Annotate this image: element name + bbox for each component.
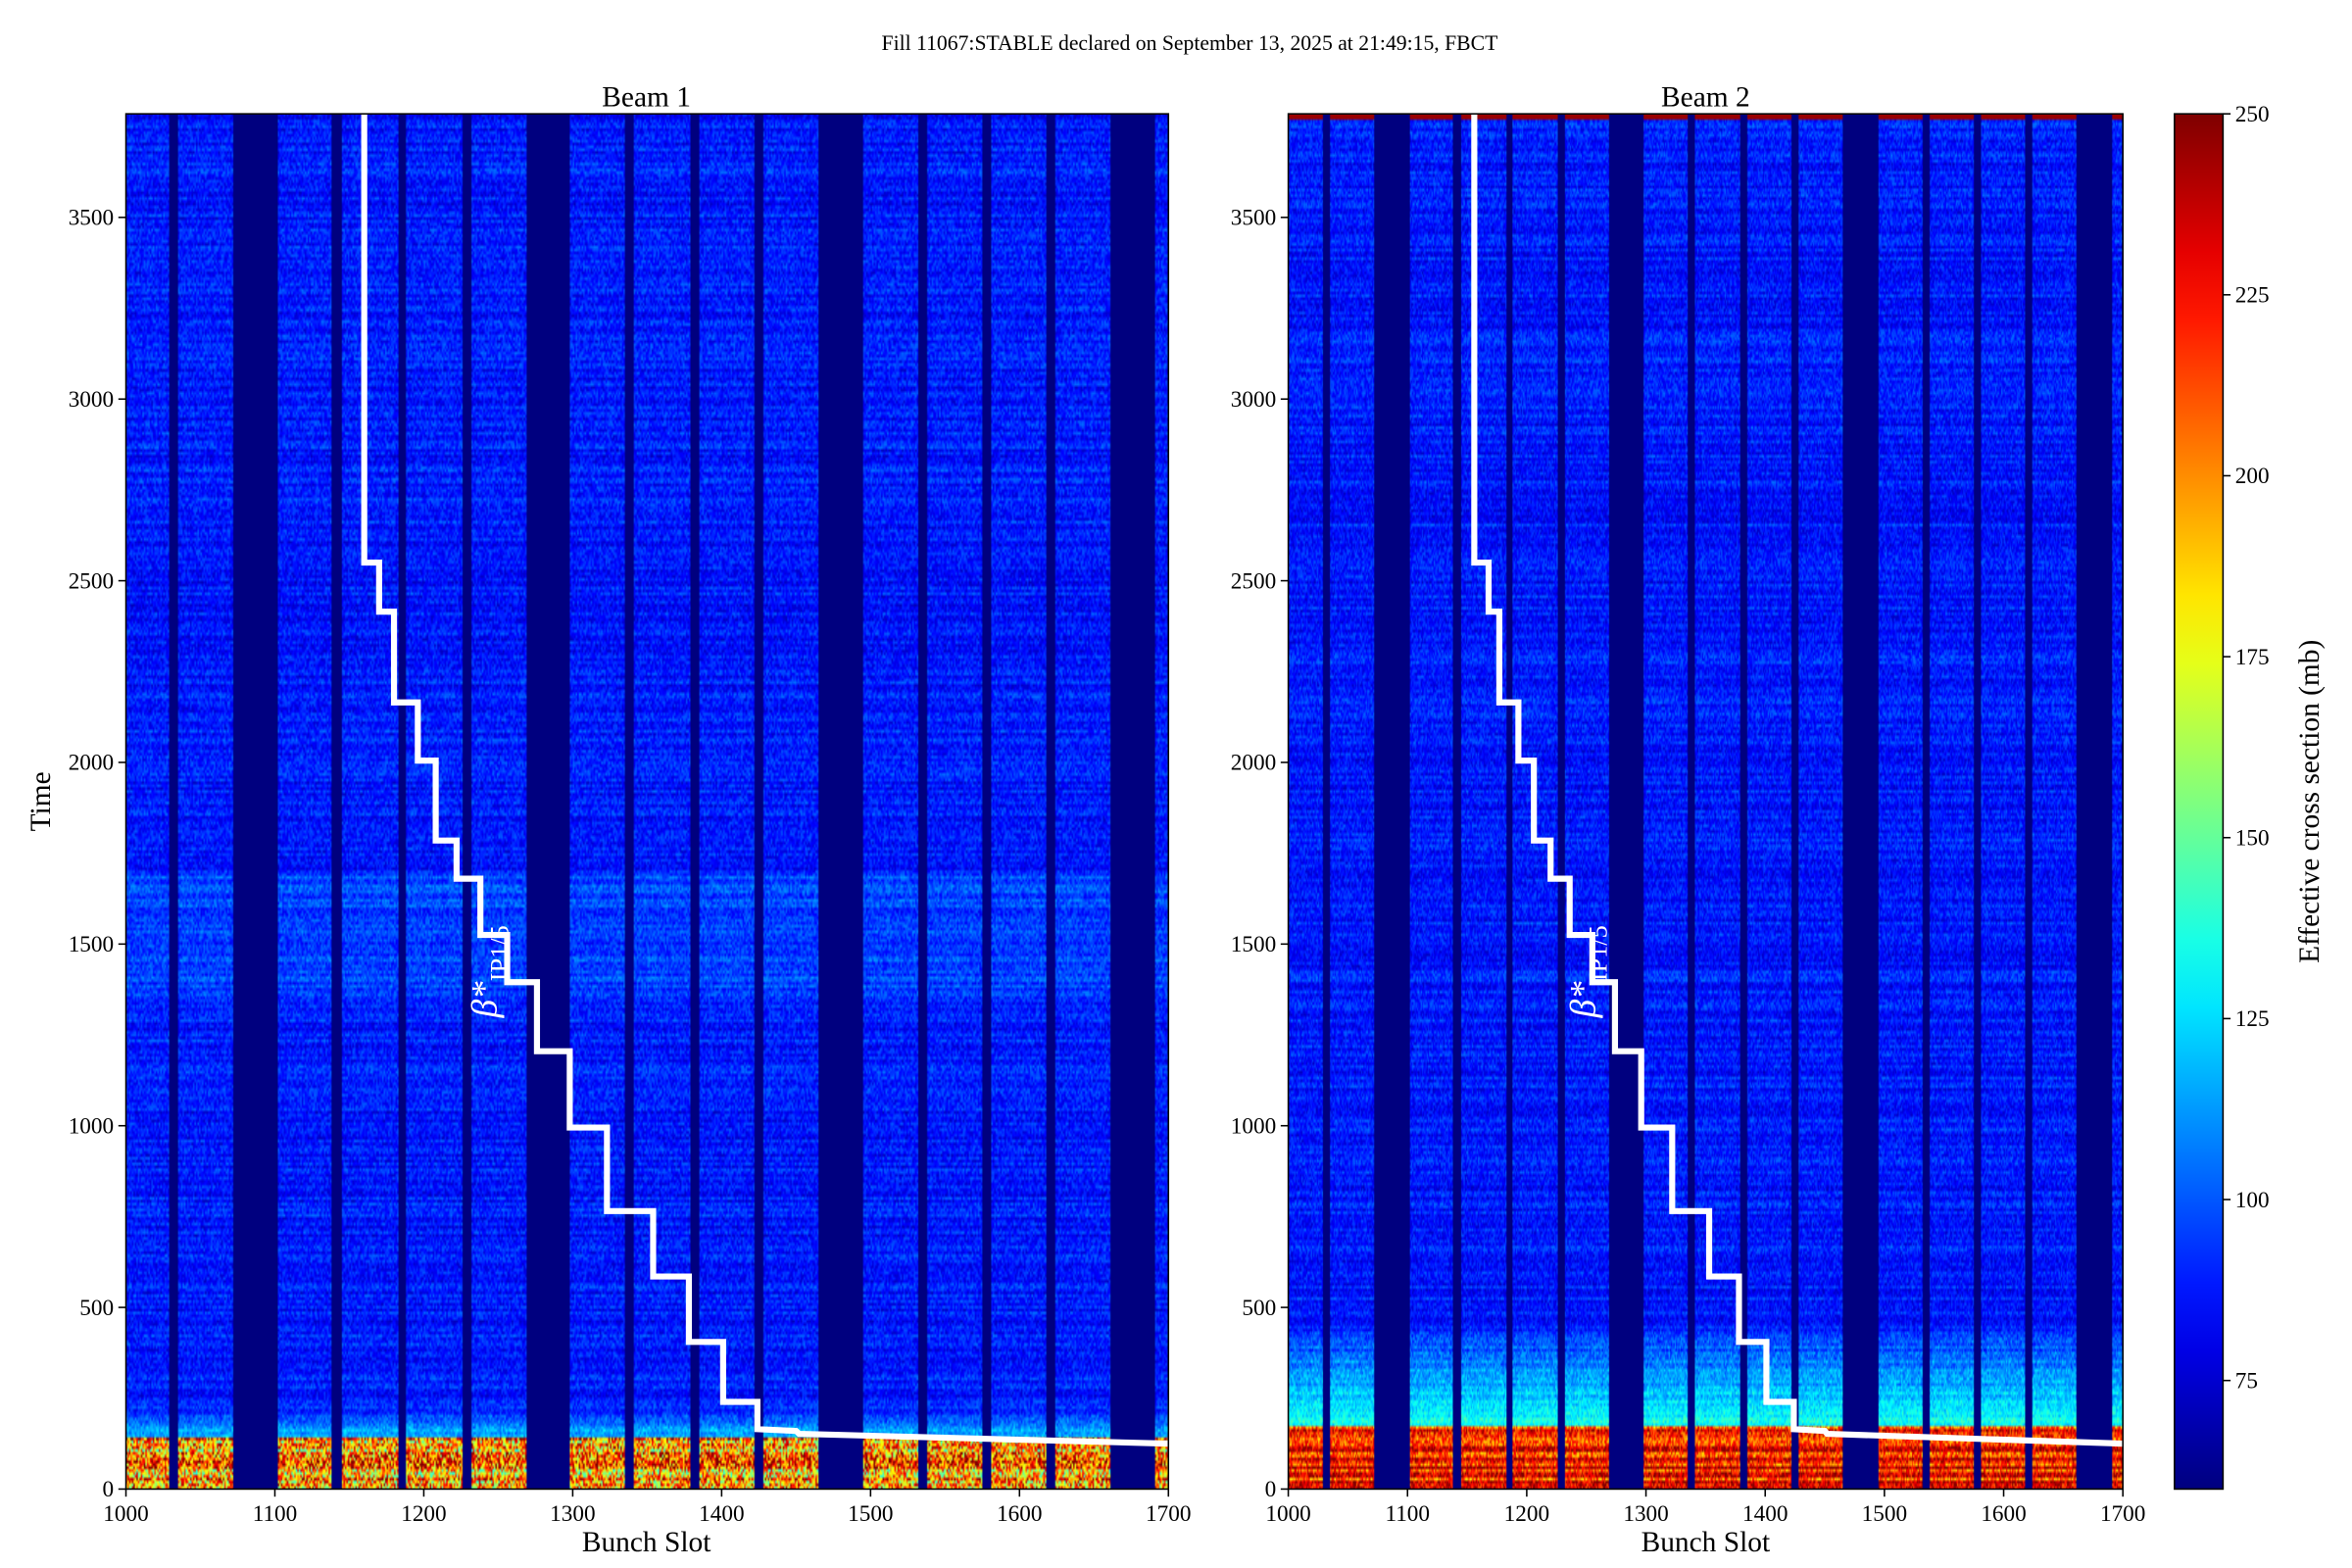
y-tick-label: 3500	[69, 206, 114, 231]
colorbar-label: Effective cross section (mb)	[2294, 640, 2326, 963]
beam-1-beta-label: β*IP1/5	[465, 925, 514, 1018]
y-tick-label: 1000	[1231, 1113, 1276, 1139]
y-tick-label: 500	[1242, 1296, 1276, 1321]
y-tick-label: 0	[1265, 1477, 1277, 1502]
x-tick-label: 1300	[1623, 1501, 1668, 1527]
x-tick-label: 1000	[103, 1501, 148, 1527]
beam-1-axes-frame	[124, 113, 1170, 1491]
beam-2-heatmap	[1288, 114, 2124, 1490]
colorbar-tick-label: 150	[2235, 825, 2270, 851]
y-tick-label: 1500	[69, 932, 114, 957]
beam-2-beta-star-line	[1471, 114, 2124, 1447]
figure-title: Fill 11067:STABLE declared on September …	[882, 31, 1498, 55]
x-tick-label: 1600	[1981, 1501, 2026, 1527]
x-tick-label: 1400	[699, 1501, 744, 1527]
beam-2-title: Beam 2	[1661, 81, 1750, 113]
colorbar-tick-label: 225	[2235, 283, 2270, 309]
x-tick-label: 1400	[1742, 1501, 1788, 1527]
y-tick-label: 3500	[1231, 206, 1276, 231]
y-tick-label: 3000	[1231, 387, 1276, 413]
x-tick-label: 1200	[401, 1501, 446, 1527]
beam-1-title: Beam 1	[602, 81, 691, 113]
y-tick-label: 2500	[1231, 568, 1276, 594]
colorbar-tick-label: 250	[2235, 102, 2270, 127]
x-tick-label: 1700	[2100, 1501, 2145, 1527]
beam-1-xlabel: Bunch Slot	[582, 1527, 711, 1558]
beam-1-panel: Beam 1 Time Bunch Slot β*IP1/5 1000 1100 1…	[25, 81, 1191, 1558]
y-tick-label: 1000	[69, 1113, 114, 1139]
y-tick-label: 3000	[69, 387, 114, 413]
y-tick-label: 500	[79, 1296, 114, 1321]
y-tick-label: 0	[103, 1477, 115, 1502]
beam-1-beta-star-line	[361, 114, 1169, 1447]
beam-2-beta-label: β*IP1/5	[1563, 925, 1612, 1018]
colorbar-tick-label: 125	[2235, 1006, 2270, 1032]
x-tick-label: 1200	[1504, 1501, 1549, 1527]
colorbar: Effective cross section (mb) 75 100 125 150…	[2174, 102, 2326, 1491]
beam-1-heatmap	[125, 114, 1169, 1490]
colorbar-gradient	[2174, 113, 2225, 1491]
x-tick-label: 1500	[848, 1501, 893, 1527]
y-tick-label: 2000	[1231, 751, 1276, 776]
beam-2-xlabel: Bunch Slot	[1642, 1527, 1771, 1558]
x-tick-label: 1300	[550, 1501, 595, 1527]
colorbar-tick-label: 100	[2235, 1188, 2270, 1213]
beam-1-ylabel: Time	[25, 771, 57, 831]
x-tick-label: 1600	[997, 1501, 1042, 1527]
x-tick-label: 1100	[1385, 1501, 1430, 1527]
y-tick-label: 2500	[69, 568, 114, 594]
colorbar-tick-label: 175	[2235, 645, 2270, 670]
x-tick-label: 1700	[1146, 1501, 1191, 1527]
y-tick-label: 2000	[69, 751, 114, 776]
y-tick-label: 1500	[1231, 932, 1276, 957]
x-tick-label: 1000	[1265, 1501, 1310, 1527]
colorbar-tick-label: 75	[2235, 1368, 2258, 1394]
x-tick-label: 1100	[253, 1501, 298, 1527]
beam-2-panel: Beam 2 Bunch Slot β*IP1/5 1000 1100 1200 13…	[1231, 81, 2146, 1558]
beam-2-axes-frame	[1287, 113, 2124, 1491]
x-tick-label: 1500	[1862, 1501, 1907, 1527]
colorbar-tick-label: 200	[2235, 464, 2270, 489]
